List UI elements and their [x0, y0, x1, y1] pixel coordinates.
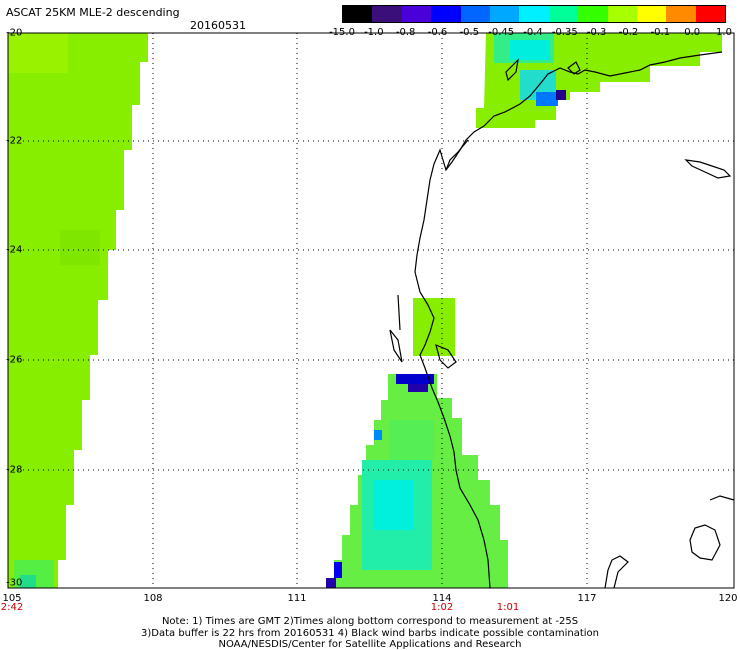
lon-tick: 111 [287, 593, 307, 604]
grid [8, 33, 734, 588]
map-date: 20160531 [190, 19, 246, 32]
map-border [7, 32, 735, 589]
colorbar-segment [519, 6, 549, 22]
lon-tick: 114 [432, 593, 452, 604]
colorbar-segment [372, 6, 402, 22]
colorbar-label: -1.0 [364, 27, 384, 38]
colorbar-label: -0.45 [488, 27, 515, 38]
pass-time: 2:42 [0, 602, 24, 613]
lon-tick: 105 [2, 593, 22, 604]
swath-patch [413, 298, 455, 356]
lat-tick: -24 [6, 244, 23, 256]
colorbar-label: -0.2 [618, 27, 639, 38]
colorbar-label: -0.35 [551, 27, 578, 38]
colorbar-label: -15.0 [329, 27, 355, 38]
colorbar-label: -0.8 [395, 27, 416, 38]
coastline [389, 51, 735, 589]
pass-time: 1:01 [496, 602, 520, 613]
colorbar-segment [401, 6, 432, 22]
colorbar [342, 5, 726, 23]
lat-tick: -20 [6, 27, 23, 39]
colorbar-segment [431, 6, 461, 22]
pass-time: 1:02 [430, 602, 454, 613]
note-line-3: NOAA/NESDIS/Center for Satellite Applica… [218, 639, 522, 650]
lat-tick: -26 [6, 354, 23, 366]
swath-left [8, 33, 148, 588]
colorbar-segment [636, 6, 667, 22]
lat-tick: -22 [6, 135, 23, 147]
colorbar-segment [666, 6, 696, 22]
swath-top-right [476, 33, 722, 128]
colorbar-label: 0.0 [684, 27, 701, 38]
colorbar-segment [607, 6, 637, 22]
colorbar-segment [548, 6, 579, 22]
colorbar-label: 1.0 [716, 27, 732, 38]
colorbar-segment [489, 6, 520, 22]
colorbar-label: -0.4 [523, 27, 543, 38]
map-title: ASCAT 25KM MLE-2 descending [6, 6, 180, 19]
colorbar-label: -0.1 [650, 27, 671, 38]
colorbar-segment [460, 6, 490, 22]
lon-tick: 108 [143, 593, 163, 604]
colorbar-label: -0.6 [427, 27, 448, 38]
colorbar-label: -0.3 [586, 27, 607, 38]
lon-tick: 117 [577, 593, 597, 604]
swath-bottom [326, 374, 508, 588]
lon-tick: 120 [718, 593, 738, 604]
lat-tick: -30 [6, 577, 23, 589]
note-line-1: Note: 1) Times are GMT 2)Times along bot… [161, 616, 579, 627]
colorbar-label: -0.5 [459, 27, 480, 38]
lat-tick: -28 [6, 464, 23, 476]
note-line-2: 3)Data buffer is 22 hrs from 20160531 4)… [141, 628, 599, 639]
colorbar-segment [343, 6, 373, 22]
colorbar-segment [695, 6, 726, 22]
colorbar-segment [578, 6, 608, 22]
